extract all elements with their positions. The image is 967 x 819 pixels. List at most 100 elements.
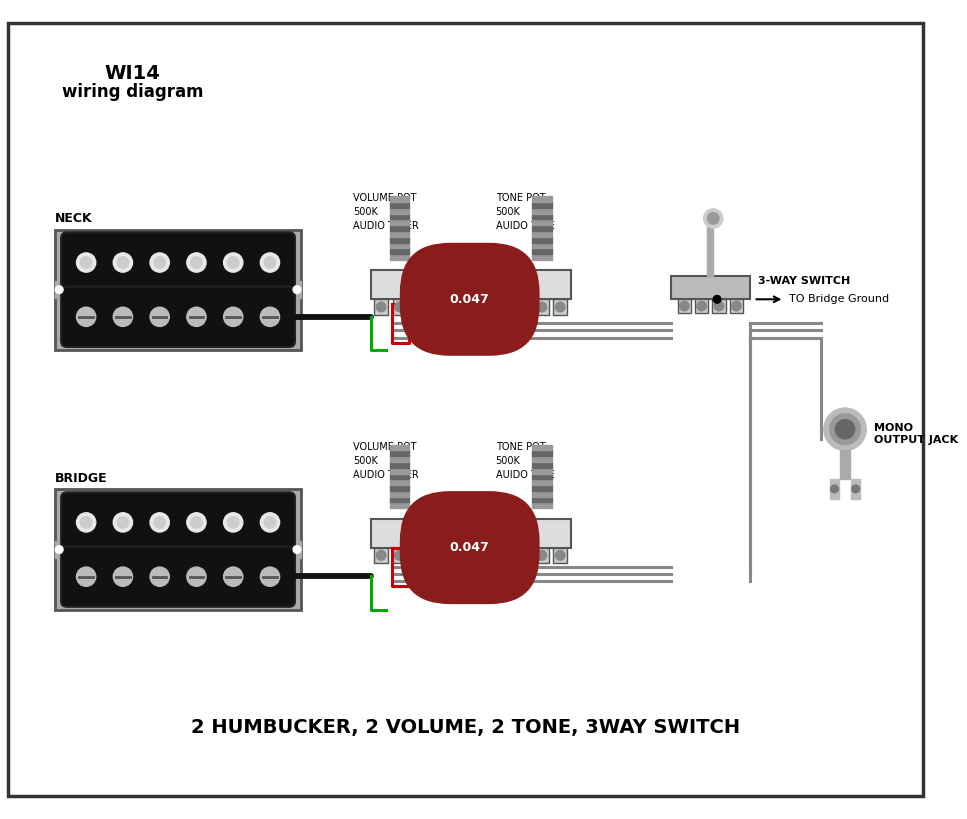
Bar [532,473,551,479]
Circle shape [227,517,239,528]
Bar [532,485,551,491]
Circle shape [190,256,202,269]
Bar [390,197,409,202]
FancyBboxPatch shape [535,548,548,563]
Bar [532,445,551,450]
Bar [390,214,409,219]
Text: VOLUME POT
500K
AUDIO TAPER: VOLUME POT 500K AUDIO TAPER [353,441,419,480]
Bar [532,456,551,462]
Bar [390,202,409,208]
Circle shape [150,567,169,586]
Circle shape [376,550,386,560]
Bar [390,254,409,260]
Circle shape [55,545,63,554]
Circle shape [80,517,92,528]
FancyBboxPatch shape [393,548,406,563]
Circle shape [187,253,206,272]
Circle shape [518,550,528,560]
Bar [390,496,409,502]
Circle shape [731,301,741,311]
Bar [390,225,409,231]
Circle shape [537,550,546,560]
Bar [390,462,409,468]
Bar [293,541,301,559]
Circle shape [413,550,423,560]
Bar [390,248,409,254]
Circle shape [55,286,63,293]
Bar [532,242,551,248]
Bar [390,231,409,237]
Circle shape [293,286,301,293]
FancyBboxPatch shape [61,546,295,607]
Circle shape [835,419,855,439]
Circle shape [76,307,96,327]
Circle shape [223,307,243,327]
Circle shape [76,567,96,586]
Circle shape [831,485,838,493]
Circle shape [260,567,279,586]
Circle shape [113,513,132,532]
Bar [532,479,551,485]
Circle shape [187,307,206,327]
Bar [532,248,551,254]
Circle shape [260,253,279,272]
Circle shape [227,256,239,269]
FancyBboxPatch shape [513,518,571,548]
FancyBboxPatch shape [729,299,743,313]
FancyBboxPatch shape [370,518,428,548]
Circle shape [76,513,96,532]
Circle shape [830,414,861,445]
Circle shape [117,517,129,528]
Bar [830,479,839,499]
Circle shape [223,513,243,532]
Bar [390,445,409,450]
Bar [532,468,551,473]
FancyBboxPatch shape [8,23,923,796]
Circle shape [113,253,132,272]
Text: TO Bridge Ground: TO Bridge Ground [789,294,890,305]
Circle shape [824,408,866,450]
FancyBboxPatch shape [411,299,425,314]
Bar [55,281,63,298]
Bar [532,225,551,231]
FancyBboxPatch shape [55,490,301,609]
Circle shape [714,296,721,303]
Bar [390,450,409,456]
FancyBboxPatch shape [695,299,709,313]
FancyBboxPatch shape [55,229,301,350]
Bar [390,479,409,485]
Bar [840,450,850,479]
Bar [390,219,409,225]
Bar [390,468,409,473]
FancyBboxPatch shape [374,299,388,314]
Bar [532,254,551,260]
Bar [532,219,551,225]
Text: TONE POT
500K
AUIDO TAPE: TONE POT 500K AUIDO TAPE [496,441,554,480]
Circle shape [395,550,404,560]
Bar [293,281,301,298]
Circle shape [376,302,386,312]
Bar [390,491,409,496]
Text: BRIDGE: BRIDGE [55,472,108,485]
Circle shape [704,209,722,228]
FancyBboxPatch shape [678,299,691,313]
Bar [532,197,551,202]
Circle shape [260,307,279,327]
Circle shape [150,513,169,532]
Bar [532,237,551,242]
FancyBboxPatch shape [516,299,530,314]
Text: NECK: NECK [55,211,93,224]
Text: VOLUME POT
500K
AUDIO TAPER: VOLUME POT 500K AUDIO TAPER [353,193,419,232]
Circle shape [117,256,129,269]
Text: 3-WAY SWITCH: 3-WAY SWITCH [758,276,851,286]
FancyBboxPatch shape [374,548,388,563]
Circle shape [852,485,860,493]
Bar [390,237,409,242]
Bar [532,502,551,508]
Bar [390,473,409,479]
FancyBboxPatch shape [411,548,425,563]
Text: MONO
OUTPUT JACK: MONO OUTPUT JACK [874,423,958,445]
Circle shape [518,302,528,312]
Text: TONE POT
500K
AUIDO TAPE: TONE POT 500K AUIDO TAPE [496,193,554,232]
Text: 0.047: 0.047 [450,293,489,305]
